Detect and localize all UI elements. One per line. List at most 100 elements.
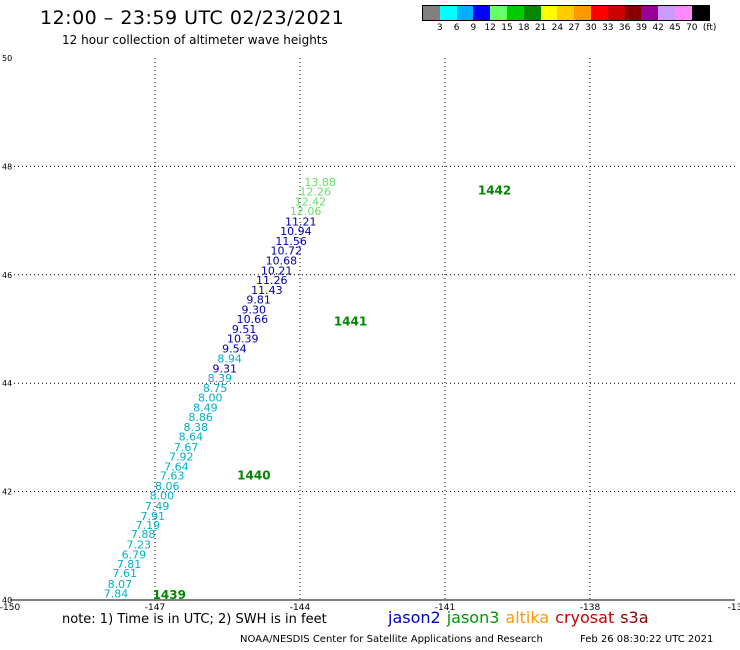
- color-swatch: [607, 6, 625, 20]
- time-label: 1441: [334, 315, 367, 329]
- color-scale-label: 15: [501, 23, 513, 33]
- wave-height-value: 10.72: [271, 245, 303, 258]
- wave-height-value: 7.92: [169, 451, 194, 464]
- page-subtitle: 12 hour collection of altimeter wave hei…: [62, 33, 328, 47]
- color-swatch: [490, 6, 507, 20]
- wave-height-value: 9.30: [242, 303, 267, 316]
- wave-height-value: 7.63: [160, 470, 185, 483]
- wave-height-value: 7.88: [131, 528, 156, 541]
- wave-height-value: 8.00: [198, 392, 223, 405]
- wave-height-value: 10.68: [266, 255, 298, 268]
- color-scale-label: 33: [602, 23, 614, 33]
- wave-height-value: 9.51: [232, 323, 257, 336]
- color-scale-label: 27: [568, 23, 580, 33]
- wave-height-value: 7.23: [126, 539, 151, 552]
- lat-tick-label: 42: [2, 488, 12, 497]
- color-swatch: [456, 6, 474, 20]
- lat-tick-label: 50: [2, 54, 12, 63]
- wave-height-value: 7.19: [136, 519, 161, 532]
- wave-height-value: 7.64: [164, 460, 189, 473]
- color-scale-swatches: [422, 5, 710, 21]
- lat-tick-label: 40: [2, 596, 12, 605]
- color-scale-label: 39: [635, 23, 648, 33]
- wave-height-value: 7.84: [104, 587, 128, 600]
- wave-height-value: 12.42: [295, 195, 327, 208]
- color-swatch: [624, 6, 642, 20]
- wave-height-value: 9.81: [246, 294, 271, 307]
- color-scale-label: 36: [618, 23, 631, 33]
- wave-height-value: 10.21: [261, 264, 293, 277]
- wave-height-value: 8.07: [108, 578, 133, 591]
- color-scale-label: 18: [518, 23, 530, 33]
- wave-height-value: 13.88: [304, 176, 336, 189]
- lon-tick-label: -144: [290, 603, 311, 613]
- wave-height-value: 8.86: [188, 411, 213, 424]
- color-swatch: [523, 6, 541, 20]
- lon-tick-label: -13: [728, 603, 740, 613]
- time-label: 1440: [237, 469, 270, 483]
- lat-tick-label: 48: [2, 162, 12, 171]
- lat-tick-label: 46: [2, 271, 12, 280]
- color-swatch: [473, 6, 491, 20]
- color-swatch: [658, 6, 675, 20]
- color-swatch: [423, 6, 440, 20]
- wave-height-value: 10.39: [227, 333, 259, 346]
- color-scale-label: 12: [484, 23, 496, 33]
- wave-height-value: 6.79: [122, 548, 146, 561]
- wave-height-value: 10.66: [237, 313, 269, 326]
- color-swatch: [557, 6, 575, 20]
- wave-height-value: 7.61: [112, 567, 137, 580]
- color-scale-legend: 3 6 9 12 15 18 21 24 27 30 33 36 39 42 45 70 (ft): [422, 5, 716, 35]
- wave-height-value: 8.75: [203, 382, 228, 395]
- color-swatch: [641, 6, 659, 20]
- satellite-legend-altika: altika: [505, 608, 550, 627]
- color-scale-label: 9: [470, 23, 477, 33]
- wave-height-value: 8.06: [155, 480, 180, 493]
- color-scale-label: 6: [453, 23, 460, 33]
- wave-height-value: 7.67: [174, 441, 199, 454]
- time-label: 1439: [153, 588, 186, 602]
- wave-height-value: 8.00: [150, 490, 175, 503]
- satellite-legend-jason2: jason2: [388, 608, 441, 627]
- color-scale-label: 21: [534, 23, 547, 33]
- lon-tick-label: -138: [580, 603, 601, 613]
- color-scale-label: 42: [652, 23, 664, 33]
- wave-height-value: 8.39: [208, 372, 233, 385]
- satellite-legend-s3a: s3a: [620, 608, 649, 627]
- color-swatch: [574, 6, 591, 20]
- color-swatch: [506, 6, 524, 20]
- color-scale-label: 70: [686, 23, 698, 33]
- wave-height-value: 8.64: [179, 431, 204, 444]
- wave-height-value: 7.91: [141, 510, 166, 523]
- credit-line: NOAA/NESDIS Center for Satellite Applica…: [240, 634, 543, 645]
- time-label: 1442: [478, 184, 511, 198]
- wave-height-value: 8.38: [184, 421, 209, 434]
- footnote: note: 1) Time is in UTC; 2) SWH is in fe…: [62, 612, 327, 627]
- lon-tick-label: -147: [145, 603, 165, 613]
- wave-height-value: 7.49: [145, 500, 170, 513]
- color-scale-unit: (ft): [702, 23, 717, 33]
- wave-height-value: 12.26: [300, 186, 332, 199]
- wave-height-value: 11.21: [285, 215, 317, 228]
- page-title: 12:00 – 23:59 UTC 02/23/2021: [40, 7, 345, 29]
- wave-height-value: 11.26: [256, 274, 288, 287]
- satellite-legend-cryosat: cryosat: [555, 608, 615, 627]
- color-swatch: [590, 6, 608, 20]
- color-swatch: [691, 6, 709, 20]
- color-scale-label: 45: [669, 23, 681, 33]
- wave-height-value: 8.49: [193, 401, 218, 414]
- color-scale-label: 3: [436, 23, 443, 33]
- wave-height-value: 8.94: [217, 353, 242, 366]
- color-scale-label: 30: [585, 23, 597, 33]
- lat-tick-label: 44: [2, 379, 12, 388]
- satellite-legend: jason2 jason3 altika cryosat s3a: [388, 608, 655, 627]
- lon-tick-label: -141: [435, 603, 455, 613]
- wave-height-value: 12.06: [290, 205, 322, 218]
- lon-tick-label: -150: [0, 603, 20, 613]
- wave-height-value: 11.56: [275, 235, 307, 248]
- color-swatch: [674, 6, 692, 20]
- wave-height-value: 9.31: [213, 362, 238, 375]
- wave-height-value: 9.54: [222, 342, 247, 355]
- color-scale-labels: 3 6 9 12 15 18 21 24 27 30 33 36 39 42 45 70 (ft): [422, 23, 716, 35]
